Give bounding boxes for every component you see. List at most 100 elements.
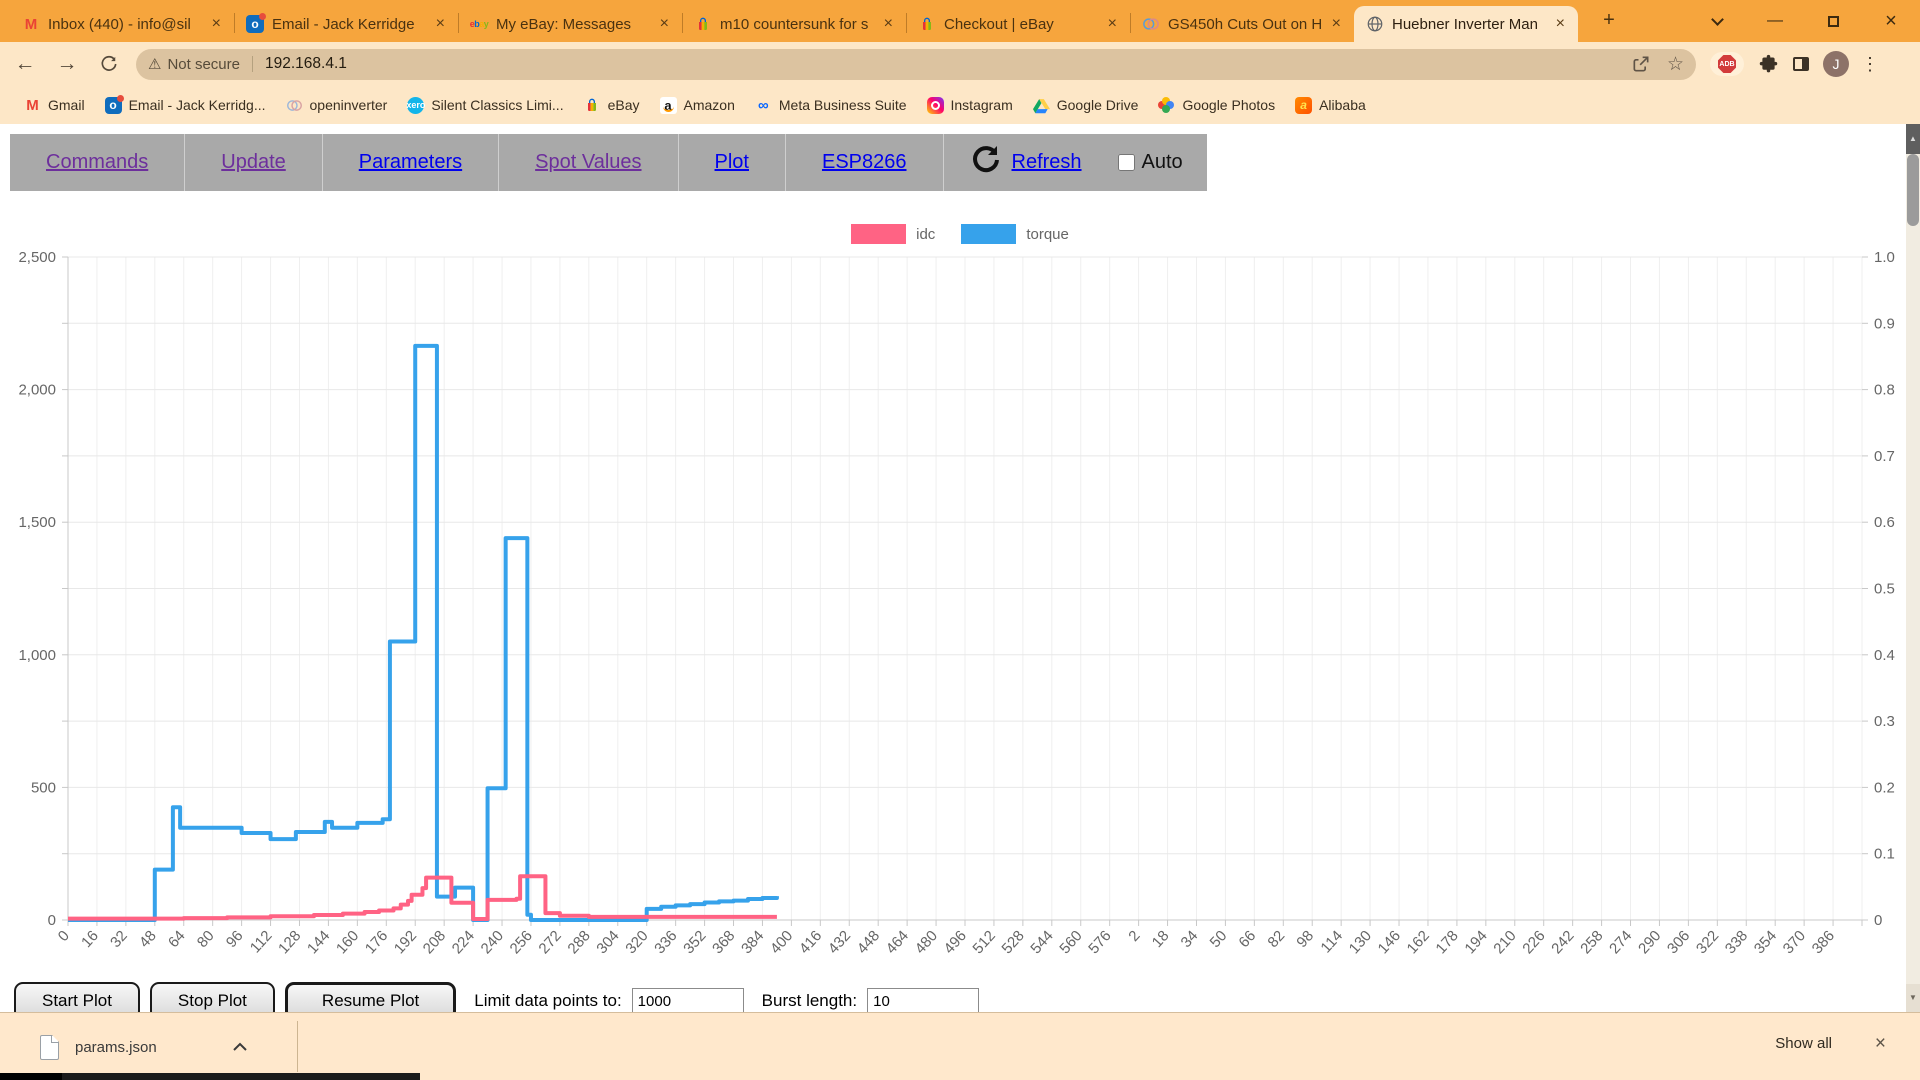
nav-link-spot-values[interactable]: Spot Values [535,151,642,173]
bookmark-email-jack[interactable]: o Email - Jack Kerridg... [95,93,276,118]
svg-text:544: 544 [1027,927,1056,957]
scrollbar-up-arrow[interactable]: ▲ [1906,124,1920,154]
show-all-downloads-button[interactable]: Show all [1775,1035,1832,1052]
bookmark-amazon[interactable]: a Amazon [650,93,745,118]
tab-close-icon[interactable]: × [1331,15,1341,32]
bookmark-ebay[interactable]: eBay [574,93,650,118]
instagram-icon [926,96,944,114]
svg-text:512: 512 [970,927,999,957]
svg-text:130: 130 [1346,927,1375,957]
stop-plot-button[interactable]: Stop Plot [149,982,275,1012]
tab-gs450h-forum[interactable]: GS450h Cuts Out on H × [1130,6,1354,42]
svg-text:66: 66 [1236,927,1260,951]
scrollbar-thumb[interactable] [1907,154,1919,226]
tab-checkout-ebay[interactable]: Checkout | eBay × [906,6,1130,42]
bookmark-gmail[interactable]: M Gmail [14,93,95,118]
svg-text:272: 272 [535,927,564,957]
extensions-puzzle-icon[interactable] [1758,54,1779,75]
limit-datapoints-input[interactable] [631,987,744,1012]
browser-menu-kebab-icon[interactable]: ⋮ [1861,53,1879,74]
shelf-close-icon[interactable]: × [1874,1033,1886,1054]
nav-link-update[interactable]: Update [221,151,286,173]
tab-close-icon[interactable]: × [1555,15,1565,32]
tab-title: Checkout | eBay [944,15,1054,33]
burst-length-input[interactable] [867,987,980,1012]
minimize-button[interactable]: — [1767,12,1783,29]
svg-text:0: 0 [1874,912,1882,929]
tab-outlook-email[interactable]: o Email - Jack Kerridge × [234,6,458,42]
download-filename: params.json [75,1038,157,1056]
tab-close-icon[interactable]: × [659,15,669,32]
tab-title: Inbox (440) - info@sil [48,15,191,33]
gmail-icon: M [26,96,39,114]
new-tab-button[interactable]: + [1603,9,1615,31]
resume-plot-button[interactable]: Resume Plot [284,982,457,1012]
tab-huebner-inverter-active[interactable]: Huebner Inverter Man × [1354,6,1578,42]
reload-button[interactable] [92,47,126,81]
download-chevron-up-icon[interactable] [232,1038,247,1056]
svg-text:304: 304 [593,927,622,957]
share-icon[interactable] [1631,54,1651,74]
bookmark-star-icon[interactable]: ☆ [1666,53,1684,75]
address-bar[interactable]: ⚠ Not secure 192.168.4.1 ☆ [136,48,1696,80]
tab-close-icon[interactable]: × [1107,15,1117,32]
tab-close-icon[interactable]: × [883,15,893,32]
page-scrollbar[interactable]: ▲ ▼ [1906,124,1920,1012]
ebay-bag-icon [918,15,936,33]
svg-text:194: 194 [1461,927,1490,957]
security-label[interactable]: Not secure [167,55,240,73]
nav-link-parameters[interactable]: Parameters [358,151,463,173]
side-panel-icon[interactable] [1793,57,1809,71]
globe-icon [1366,15,1384,33]
bookmark-alibaba[interactable]: a Alibaba [1285,93,1376,118]
download-item-params-json[interactable]: params.json [24,1023,263,1071]
url-text[interactable]: 192.168.4.1 [265,55,347,72]
nav-link-esp8266[interactable]: ESP8266 [821,151,907,173]
bookmark-google-drive[interactable]: Google Drive [1023,93,1149,118]
window-close-button[interactable]: × [1885,9,1897,32]
svg-text:576: 576 [1085,927,1114,957]
svg-text:50: 50 [1207,927,1231,951]
forward-button[interactable]: → [56,52,78,75]
back-button[interactable]: ← [14,52,36,75]
nav-link-commands[interactable]: Commands [46,151,149,173]
svg-text:224: 224 [449,927,478,957]
bookmark-openinverter[interactable]: openinverter [276,93,398,118]
nav-link-plot[interactable]: Plot [714,151,749,173]
tab-close-icon[interactable]: × [435,15,445,32]
svg-text:0.1: 0.1 [1874,846,1895,863]
tab-title: Email - Jack Kerridge [272,15,415,33]
svg-text:386: 386 [1809,927,1838,957]
svg-text:144: 144 [304,927,333,957]
svg-text:240: 240 [478,927,507,957]
legend-item-torque[interactable]: torque [961,224,1069,244]
start-plot-button[interactable]: Start Plot [14,982,140,1012]
torque-swatch [961,224,1017,244]
tab-search-chevron-icon[interactable] [1688,0,1746,42]
scrollbar-down-arrow[interactable]: ▼ [1906,984,1920,1012]
svg-text:2,500: 2,500 [18,249,56,266]
svg-text:0.9: 0.9 [1874,315,1895,332]
bookmark-silent-classics[interactable]: xero Silent Classics Limi... [406,96,564,114]
svg-text:0.3: 0.3 [1874,713,1895,730]
svg-text:528: 528 [998,927,1027,957]
svg-text:2,000: 2,000 [18,382,56,399]
adblock-extension-pill[interactable]: ADB [1710,52,1744,76]
profile-avatar[interactable]: J [1823,51,1849,77]
bookmark-google-photos[interactable]: Google Photos [1148,93,1285,118]
omnibox-divider [252,56,253,72]
nav-link-refresh[interactable]: Refresh [1011,151,1082,173]
svg-text:176: 176 [362,927,391,957]
bookmarks-bar: M Gmail o Email - Jack Kerridg... openinve… [0,86,1920,124]
tab-close-icon[interactable]: × [211,15,221,32]
tab-m10-countersunk[interactable]: m10 countersunk for s × [682,6,906,42]
auto-refresh-checkbox[interactable] [1117,154,1135,171]
tab-gmail-inbox[interactable]: M Inbox (440) - info@sil × [10,6,234,42]
bookmark-meta-business[interactable]: ∞ Meta Business Suite [745,93,917,118]
maximize-button[interactable] [1804,0,1862,42]
legend-item-idc[interactable]: idc [851,224,935,244]
openinverter-icon [1142,15,1160,33]
bookmark-instagram[interactable]: Instagram [917,93,1023,118]
